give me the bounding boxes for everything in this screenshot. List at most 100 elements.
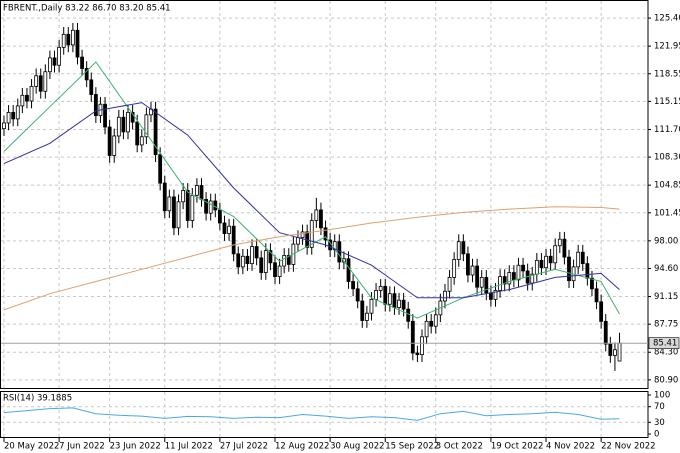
candle-body bbox=[80, 56, 84, 69]
x-tick-label: 7 Jun 2022 bbox=[59, 442, 105, 452]
candle-body bbox=[443, 290, 447, 302]
candle-body bbox=[415, 352, 420, 356]
price-panel bbox=[0, 0, 649, 389]
candle-body bbox=[139, 136, 144, 146]
y-tick-label: 91.15 bbox=[654, 292, 678, 302]
rsi-label: RSI(14) 39.1885 bbox=[3, 394, 72, 404]
candle-body bbox=[351, 281, 355, 290]
candle-body bbox=[447, 277, 452, 292]
candle-body bbox=[254, 246, 259, 259]
candle-body bbox=[406, 308, 411, 322]
candle-body bbox=[498, 276, 502, 291]
candle-body bbox=[594, 288, 599, 303]
candle-body bbox=[489, 292, 493, 300]
candle-body bbox=[103, 103, 107, 128]
candle-body bbox=[20, 94, 25, 107]
candle-body bbox=[539, 259, 544, 269]
moving-average bbox=[3, 206, 620, 311]
y-tick-label: 101.45 bbox=[654, 208, 680, 218]
candle-body bbox=[511, 272, 516, 281]
candle-body bbox=[378, 285, 383, 291]
candle-body bbox=[75, 29, 80, 58]
candle-body bbox=[89, 79, 94, 95]
candle-body bbox=[231, 225, 236, 255]
candle-body bbox=[93, 94, 98, 117]
x-tick-label: 11 Jul 2022 bbox=[165, 442, 213, 452]
candle-body bbox=[567, 256, 571, 282]
candle-body bbox=[245, 255, 250, 265]
candle-body bbox=[43, 71, 48, 92]
candle-body bbox=[208, 200, 213, 214]
candle-body bbox=[590, 277, 594, 290]
candle-body bbox=[364, 312, 369, 321]
candle-body bbox=[130, 111, 135, 123]
candle-body bbox=[121, 116, 126, 133]
candle-body bbox=[548, 255, 553, 264]
candle-body bbox=[534, 259, 539, 275]
x-tick-label: 27 Jul 2022 bbox=[220, 442, 268, 452]
candle-body bbox=[227, 225, 231, 234]
candle-body bbox=[38, 75, 43, 92]
x-tick-label: 15 Sep 2022 bbox=[385, 442, 439, 452]
candle-body bbox=[222, 222, 227, 234]
candle-body bbox=[195, 185, 199, 196]
candle-body bbox=[484, 277, 489, 294]
x-tick-label: 3 Oct 2022 bbox=[436, 442, 483, 452]
candle-body bbox=[576, 251, 581, 268]
candle-body bbox=[461, 241, 466, 255]
y-tick-label: 121.95 bbox=[654, 42, 680, 52]
candle-body bbox=[553, 245, 558, 264]
candle-body bbox=[15, 105, 20, 120]
candle-body bbox=[374, 290, 378, 300]
rsi-line bbox=[3, 407, 620, 421]
candle-body bbox=[346, 258, 351, 282]
candle-body bbox=[61, 33, 66, 48]
candle-body bbox=[599, 301, 604, 322]
y-tick-label: 125.40 bbox=[654, 14, 680, 24]
candle-body bbox=[617, 342, 622, 362]
candle-body bbox=[66, 33, 71, 46]
rsi-tick-label: 30 bbox=[654, 418, 665, 428]
candle-body bbox=[153, 108, 158, 156]
candle-body bbox=[6, 111, 11, 124]
candle-body bbox=[135, 121, 140, 146]
rsi-tick-label: 0 bbox=[654, 430, 659, 440]
candle-body bbox=[199, 185, 204, 200]
candle-body bbox=[557, 238, 562, 247]
candle-body bbox=[424, 320, 429, 338]
candle-body bbox=[158, 154, 163, 184]
candle-body bbox=[11, 111, 16, 120]
candle-body bbox=[204, 198, 209, 214]
candle-body bbox=[355, 288, 360, 302]
candle-body bbox=[29, 85, 34, 102]
candle-body bbox=[466, 253, 470, 276]
candle-body bbox=[213, 200, 218, 211]
candle-body bbox=[410, 320, 415, 354]
candle-body bbox=[369, 298, 374, 314]
candle-body bbox=[144, 114, 149, 138]
candle-body bbox=[470, 265, 475, 276]
candle-body bbox=[277, 265, 282, 278]
candle-body bbox=[2, 122, 6, 130]
candle-body bbox=[429, 320, 434, 327]
candle-body bbox=[319, 209, 323, 229]
candle-body bbox=[25, 94, 29, 102]
candle-body bbox=[603, 320, 608, 345]
candle-body bbox=[236, 253, 241, 268]
candle-body bbox=[420, 336, 424, 356]
candle-body bbox=[259, 257, 264, 273]
candle-body bbox=[479, 277, 484, 288]
chart-title: FBRENT.,Daily 83.22 86.70 83.20 85.41 bbox=[3, 4, 171, 14]
candle-body bbox=[240, 255, 245, 268]
candle-body bbox=[190, 194, 195, 221]
y-tick-label: 111.70 bbox=[654, 125, 680, 135]
candle-body bbox=[608, 343, 613, 356]
candle-body bbox=[397, 299, 401, 308]
candle-body bbox=[116, 116, 121, 137]
candle-body bbox=[387, 293, 392, 305]
candle-body bbox=[181, 190, 186, 203]
y-tick-label: 87.75 bbox=[654, 320, 678, 330]
candle-body bbox=[516, 264, 521, 281]
candle-body bbox=[585, 263, 590, 279]
